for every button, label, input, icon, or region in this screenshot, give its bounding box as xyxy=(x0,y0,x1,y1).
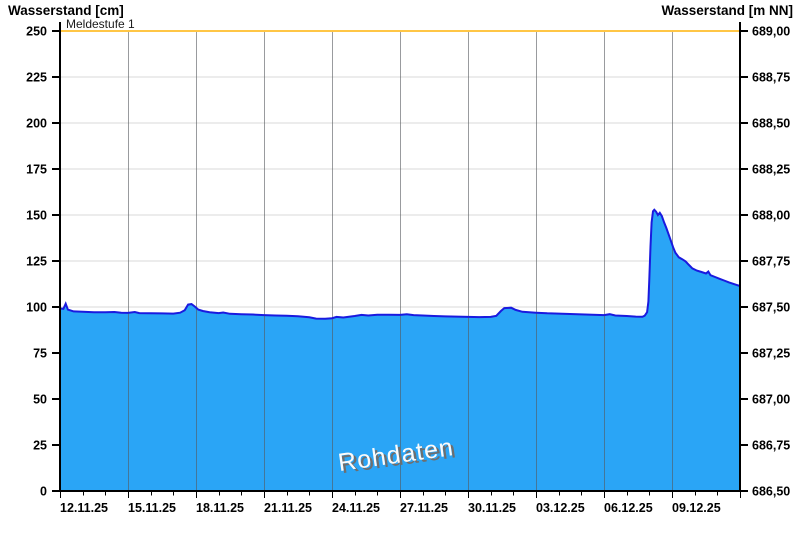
y-tick-label-right: 688,50 xyxy=(752,117,790,131)
y-tick-label-left: 50 xyxy=(33,393,47,407)
y-tick-label-left: 100 xyxy=(26,301,47,315)
x-axis-date-label: 30.11.25 xyxy=(468,501,516,515)
left-axis-title: Wasserstand [cm] xyxy=(8,3,124,18)
y-tick-label-right: 687,25 xyxy=(752,347,790,361)
y-axis-left-labels: 0 25 50 75 100 125 150 175 200 225 250 xyxy=(26,25,47,499)
y-tick-label-right: 688,00 xyxy=(752,209,790,223)
x-axis-date-label: 18.11.25 xyxy=(196,501,244,515)
x-axis-labels: 12.11.25 15.11.25 18.11.25 21.11.25 24.11.25… xyxy=(60,501,721,515)
y-tick-label-right: 688,25 xyxy=(752,163,790,177)
y-tick-label-right: 688,75 xyxy=(752,71,790,85)
y-tick-label-right: 689,00 xyxy=(752,25,790,39)
vertical-gridlines xyxy=(128,31,673,491)
x-axis-date-label: 09.12.25 xyxy=(672,501,721,515)
y-tick-label-left: 0 xyxy=(40,485,47,499)
threshold-label: Meldestufe 1 xyxy=(66,17,135,31)
y-tick-label-right: 686,50 xyxy=(752,485,790,499)
y-tick-label-left: 250 xyxy=(26,25,47,39)
y-tick-label-left: 75 xyxy=(33,347,47,361)
tick-marks xyxy=(52,30,748,498)
y-tick-label-left: 150 xyxy=(26,209,47,223)
y-tick-label-left: 125 xyxy=(26,255,47,269)
x-axis-date-label: 12.11.25 xyxy=(60,501,108,515)
y-tick-label-right: 686,75 xyxy=(752,439,790,453)
y-tick-label-right: 687,75 xyxy=(752,255,790,269)
y-tick-label-left: 200 xyxy=(26,117,47,131)
x-axis-date-label: 06.12.25 xyxy=(604,501,653,515)
y-tick-label-left: 225 xyxy=(26,71,47,85)
y-tick-label-left: 25 xyxy=(33,439,47,453)
x-axis-date-label: 27.11.25 xyxy=(400,501,448,515)
y-axis-right-labels: 686,50 686,75 687,00 687,25 687,50 687,75 688,… xyxy=(752,25,790,499)
series-line xyxy=(59,208,741,320)
x-axis-date-label: 15.11.25 xyxy=(128,501,176,515)
y-tick-label-left: 175 xyxy=(26,163,47,177)
x-axis-date-label: 03.12.25 xyxy=(536,501,585,515)
right-axis-title: Wasserstand [m NN] xyxy=(661,3,793,18)
y-tick-label-right: 687,00 xyxy=(752,393,790,407)
y-tick-label-right: 687,50 xyxy=(752,301,790,315)
x-axis-date-label: 21.11.25 xyxy=(264,501,312,515)
x-axis-date-label: 24.11.25 xyxy=(332,501,380,515)
